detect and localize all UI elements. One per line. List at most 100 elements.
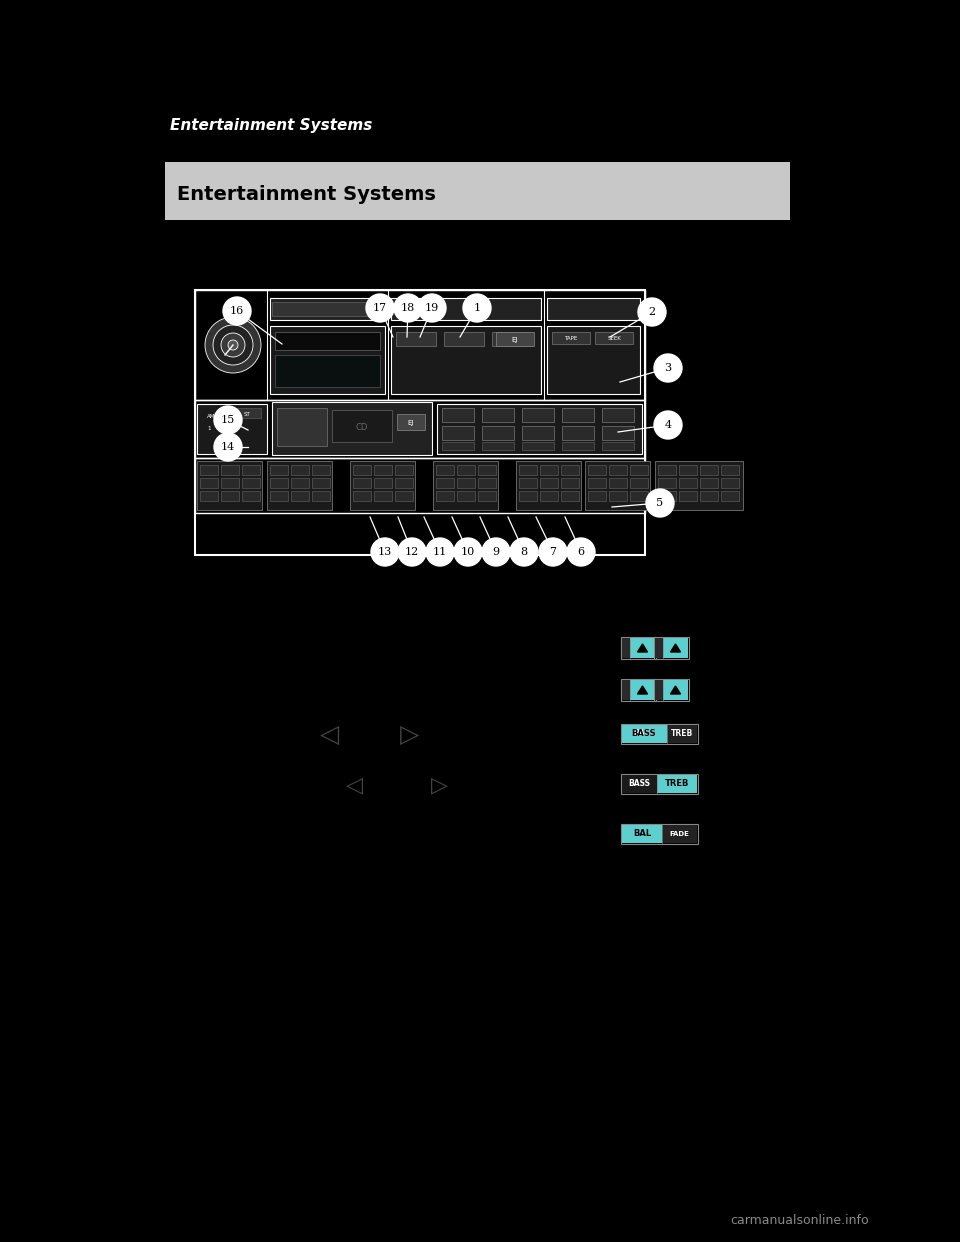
Circle shape [213, 325, 253, 365]
Bar [492, 332, 532, 347]
Text: AM/FM: AM/FM [207, 414, 225, 419]
Bar [609, 465, 627, 474]
Text: BAL: BAL [633, 830, 651, 838]
Bar [658, 491, 676, 501]
Bar [679, 478, 697, 488]
Bar [291, 478, 309, 488]
Bar [519, 491, 537, 501]
Bar [595, 332, 633, 344]
Bar [540, 478, 558, 488]
Bar [275, 355, 380, 388]
Bar [270, 465, 288, 474]
Bar [397, 414, 425, 430]
Bar [630, 465, 648, 474]
Bar [312, 465, 330, 474]
Bar [588, 465, 606, 474]
Bar [272, 402, 432, 455]
Bar [270, 298, 385, 320]
Bar [195, 458, 645, 513]
Bar [547, 298, 640, 320]
Bar [621, 637, 656, 660]
Bar [197, 404, 267, 455]
Bar [275, 332, 380, 350]
Bar [609, 478, 627, 488]
Bar [444, 332, 484, 347]
Text: BASS: BASS [634, 729, 656, 739]
Text: TAPE: TAPE [564, 337, 578, 342]
Bar [242, 478, 260, 488]
Bar [478, 491, 496, 501]
Bar [663, 681, 688, 700]
Bar [442, 409, 474, 422]
Bar [700, 465, 718, 474]
Circle shape [646, 489, 674, 517]
Bar [522, 442, 554, 450]
Text: 1: 1 [473, 303, 481, 313]
Bar [655, 461, 743, 510]
Circle shape [482, 538, 510, 566]
Text: BASS: BASS [632, 729, 657, 739]
Bar [562, 442, 594, 450]
Circle shape [539, 538, 567, 566]
Circle shape [398, 538, 426, 566]
Bar [353, 491, 371, 501]
Bar [621, 679, 656, 700]
Text: ▷: ▷ [400, 723, 420, 746]
Bar [522, 409, 554, 422]
Bar [547, 325, 640, 394]
Circle shape [205, 317, 261, 373]
Bar [478, 465, 496, 474]
Bar [242, 491, 260, 501]
Text: 9: 9 [492, 546, 499, 556]
Circle shape [454, 538, 482, 566]
Text: 7: 7 [549, 546, 557, 556]
Text: 16: 16 [229, 306, 244, 315]
Bar [457, 478, 475, 488]
Bar [561, 478, 579, 488]
Text: 1: 1 [207, 426, 210, 431]
Bar [270, 478, 288, 488]
Bar [522, 426, 554, 440]
Bar [519, 478, 537, 488]
Bar [395, 465, 413, 474]
Bar [291, 465, 309, 474]
Polygon shape [637, 645, 647, 652]
Bar [195, 289, 645, 400]
Bar [457, 491, 475, 501]
Bar [312, 491, 330, 501]
Bar [721, 465, 739, 474]
Bar [482, 426, 514, 440]
Bar [602, 426, 634, 440]
Text: 14: 14 [221, 442, 235, 452]
Bar [602, 409, 634, 422]
Bar [374, 491, 392, 501]
Bar [622, 825, 662, 843]
Circle shape [214, 433, 242, 461]
Bar [679, 465, 697, 474]
Bar [622, 638, 630, 658]
Circle shape [223, 297, 251, 325]
Bar [630, 681, 655, 700]
Circle shape [418, 294, 446, 322]
Text: Entertainment Systems: Entertainment Systems [170, 118, 372, 133]
Bar [221, 478, 239, 488]
Bar [562, 426, 594, 440]
Bar [482, 442, 514, 450]
Bar [457, 465, 475, 474]
Bar [437, 404, 642, 455]
Bar [395, 491, 413, 501]
Bar [721, 491, 739, 501]
Bar [700, 478, 718, 488]
Bar [654, 637, 689, 660]
Bar [519, 465, 537, 474]
Bar [436, 478, 454, 488]
Bar [588, 491, 606, 501]
Text: BASS: BASS [628, 780, 650, 789]
Bar [630, 638, 655, 658]
Text: ◁: ◁ [347, 775, 364, 795]
Text: 18: 18 [401, 303, 415, 313]
Bar [621, 823, 698, 845]
Bar [391, 325, 541, 394]
Bar [312, 478, 330, 488]
Bar [516, 461, 581, 510]
